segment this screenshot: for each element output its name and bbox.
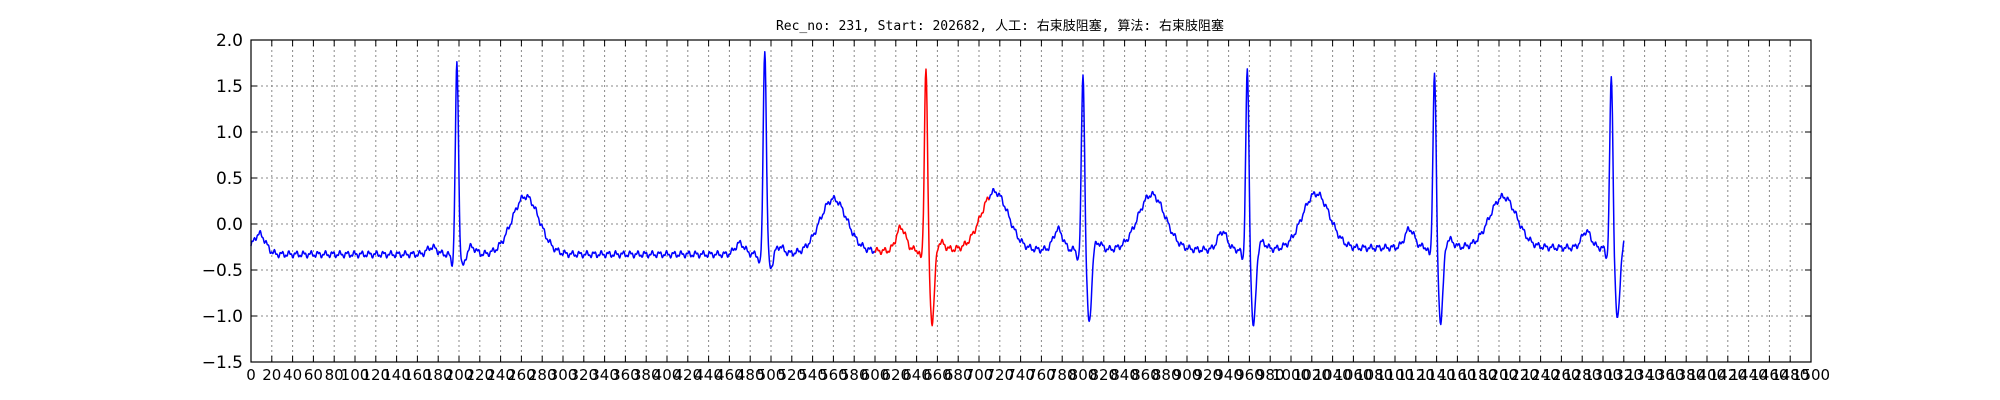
x-tick-label: 420 <box>673 366 702 384</box>
x-tick-label: 820 <box>1089 366 1118 384</box>
x-tick-label: 220 <box>465 366 494 384</box>
x-tick-label: 720 <box>985 366 1014 384</box>
x-tick-label: 1280 <box>1563 366 1601 384</box>
x-tick-label: 1380 <box>1667 366 1705 384</box>
x-tick-label: 1240 <box>1522 366 1560 384</box>
ecg-series-highlight <box>874 68 991 327</box>
x-tick-label: 1000 <box>1272 366 1310 384</box>
x-tick-label: 300 <box>549 366 578 384</box>
x-tick-label: 280 <box>528 366 557 384</box>
chart-title: Rec_no: 231, Start: 202682, 人工: 右束肢阻塞, 算… <box>776 18 1224 34</box>
x-tick-label: 0 <box>246 366 256 384</box>
x-tick-label: 620 <box>881 366 910 384</box>
x-tick-label: 1060 <box>1334 366 1372 384</box>
x-tick-label: 40 <box>283 366 302 384</box>
x-tick-label: 160 <box>403 366 432 384</box>
y-tick-label: −1.5 <box>202 353 243 373</box>
x-tick-label: 1180 <box>1459 366 1497 384</box>
y-tick-label: 2.0 <box>216 31 243 51</box>
x-tick-label: 1080 <box>1355 366 1393 384</box>
x-tick-label: 740 <box>1006 366 1035 384</box>
x-tick-label: 1300 <box>1584 366 1622 384</box>
x-tick-label: 500 <box>757 366 786 384</box>
x-tick-label: 1420 <box>1709 366 1747 384</box>
x-tick-label: 700 <box>965 366 994 384</box>
x-tick-label: 1040 <box>1314 366 1352 384</box>
x-tick-label: 260 <box>507 366 536 384</box>
x-tick-label: 1220 <box>1501 366 1539 384</box>
x-tick-label: 1500 <box>1792 366 1830 384</box>
x-tick-label: 540 <box>798 366 827 384</box>
x-tick-label: 60 <box>304 366 323 384</box>
x-tick-label: 780 <box>1048 366 1077 384</box>
x-tick-label: 1440 <box>1730 366 1768 384</box>
x-tick-label: 660 <box>923 366 952 384</box>
ecg-series-normal-2 <box>988 68 1625 327</box>
x-tick-label: 360 <box>611 366 640 384</box>
x-tick-label: 840 <box>1110 366 1139 384</box>
x-tick-label: 640 <box>902 366 931 384</box>
x-tick-label: 1320 <box>1605 366 1643 384</box>
x-tick-label: 1200 <box>1480 366 1518 384</box>
x-tick-label: 320 <box>569 366 598 384</box>
x-tick-label: 140 <box>382 366 411 384</box>
x-tick-label: 480 <box>736 366 765 384</box>
x-tick-label: 960 <box>1235 366 1264 384</box>
x-tick-label: 900 <box>1173 366 1202 384</box>
x-tick-label: 100 <box>341 366 370 384</box>
x-tick-label: 1260 <box>1542 366 1580 384</box>
x-tick-label: 1100 <box>1376 366 1414 384</box>
x-tick-label: 1360 <box>1646 366 1684 384</box>
x-tick-label: 240 <box>486 366 515 384</box>
x-tick-label: 180 <box>424 366 453 384</box>
plot-frame <box>250 39 1812 363</box>
x-tick-label: 120 <box>361 366 390 384</box>
x-tick-label: 1140 <box>1418 366 1456 384</box>
x-tick-label: 920 <box>1193 366 1222 384</box>
x-tick-label: 980 <box>1256 366 1285 384</box>
x-tick-label: 1020 <box>1293 366 1331 384</box>
x-tick-label: 80 <box>325 366 344 384</box>
x-tick-label: 940 <box>1214 366 1243 384</box>
ecg-series-normal-1 <box>250 50 876 270</box>
x-tick-label: 680 <box>944 366 973 384</box>
x-tick-label: 560 <box>819 366 848 384</box>
x-tick-label: 860 <box>1131 366 1160 384</box>
y-tick-label: −1.0 <box>202 307 243 327</box>
x-tick-label: 1480 <box>1771 366 1809 384</box>
x-tick-label: 1400 <box>1688 366 1726 384</box>
y-tick-label: 0.0 <box>216 215 243 235</box>
x-tick-label: 1120 <box>1397 366 1435 384</box>
y-tick-label: −0.5 <box>202 261 243 281</box>
y-tick-label: 1.0 <box>216 123 243 143</box>
ecg-signal <box>250 50 1625 327</box>
x-tick-label: 880 <box>1152 366 1181 384</box>
x-tick-label: 600 <box>861 366 890 384</box>
x-tick-label: 20 <box>262 366 281 384</box>
x-tick-label: 380 <box>632 366 661 384</box>
grid-lines <box>251 40 1811 362</box>
x-tick-label: 1460 <box>1750 366 1788 384</box>
axes: 2.01.51.00.50.0−0.5−1.0−1.50 20 40 60 801001… <box>202 31 1830 384</box>
y-tick-label: 0.5 <box>216 169 243 189</box>
x-tick-label: 520 <box>777 366 806 384</box>
x-tick-label: 1160 <box>1438 366 1476 384</box>
y-tick-label: 1.5 <box>216 77 243 97</box>
x-tick-label: 800 <box>1069 366 1098 384</box>
x-tick-label: 460 <box>715 366 744 384</box>
x-tick-label: 580 <box>840 366 869 384</box>
x-tick-label: 340 <box>590 366 619 384</box>
x-tick-label: 1340 <box>1626 366 1664 384</box>
x-tick-label: 440 <box>694 366 723 384</box>
x-tick-label: 760 <box>1027 366 1056 384</box>
x-tick-label: 200 <box>445 366 474 384</box>
x-tick-label: 400 <box>653 366 682 384</box>
